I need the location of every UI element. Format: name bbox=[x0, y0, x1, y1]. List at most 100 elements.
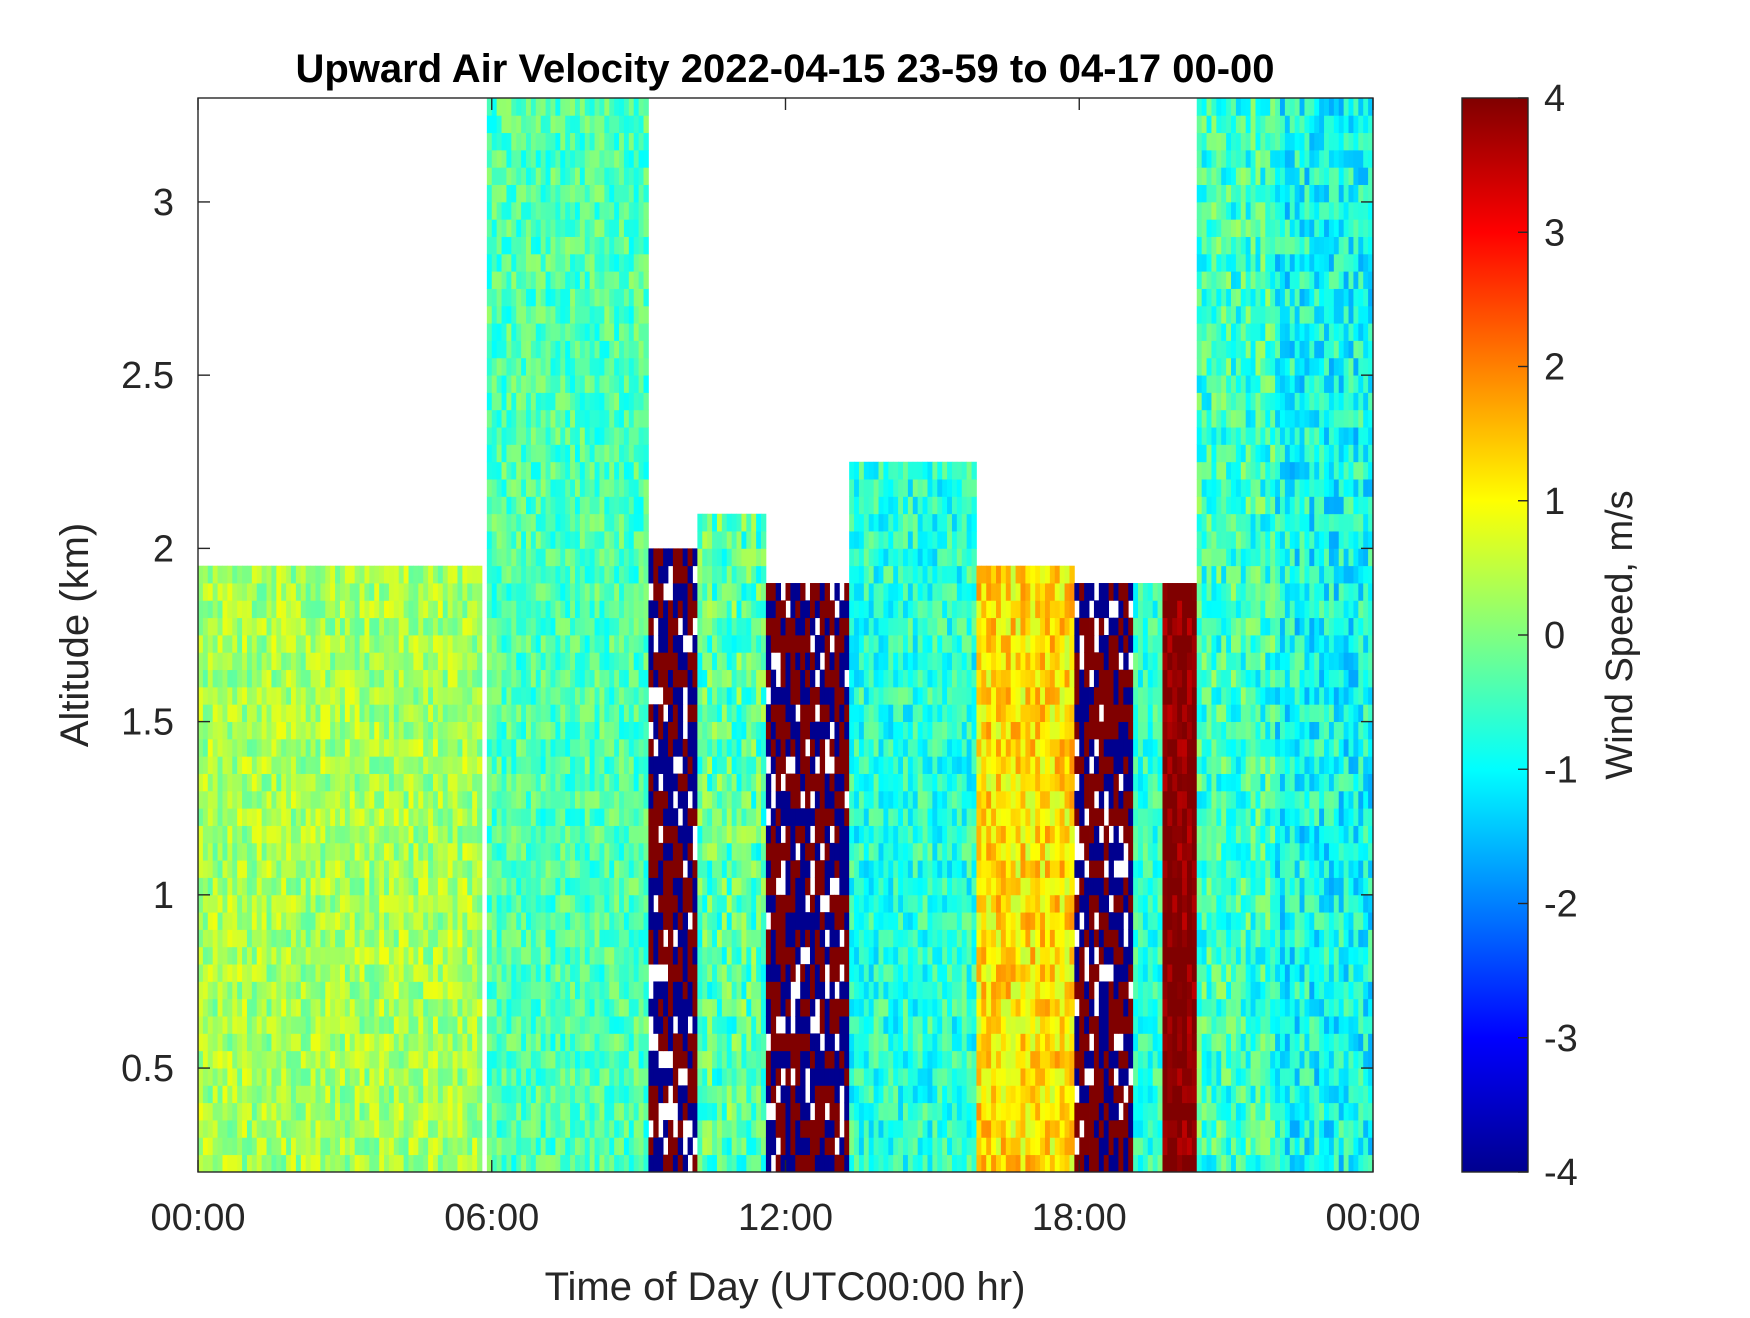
heatmap-cell bbox=[570, 583, 576, 601]
heatmap-cell bbox=[457, 738, 463, 757]
heatmap-cell bbox=[246, 1137, 253, 1156]
heatmap-cell bbox=[540, 444, 547, 463]
heatmap-cell bbox=[574, 357, 581, 376]
heatmap-cell bbox=[222, 894, 228, 913]
heatmap-cell bbox=[501, 323, 507, 341]
heatmap-cell bbox=[393, 738, 400, 757]
heatmap-cell bbox=[530, 1102, 537, 1121]
heatmap-cell bbox=[344, 617, 351, 636]
heatmap-cell bbox=[565, 531, 571, 549]
heatmap-cell bbox=[413, 1137, 419, 1156]
heatmap-cell bbox=[428, 600, 434, 619]
heatmap-cell bbox=[555, 686, 561, 705]
heatmap-cell bbox=[413, 669, 419, 688]
heatmap-cell bbox=[584, 600, 591, 619]
heatmap-cell bbox=[540, 201, 547, 220]
heatmap-cell bbox=[716, 894, 723, 913]
heatmap-cell bbox=[653, 998, 659, 1017]
heatmap-cell bbox=[521, 271, 527, 289]
heatmap-cell bbox=[775, 1033, 782, 1052]
heatmap-cell bbox=[663, 912, 669, 930]
heatmap-cell bbox=[677, 981, 684, 1000]
heatmap-cell bbox=[354, 738, 360, 757]
heatmap-cell bbox=[222, 1120, 228, 1138]
heatmap-cell bbox=[232, 773, 238, 792]
heatmap-cell bbox=[511, 704, 517, 723]
heatmap-cell bbox=[222, 1137, 228, 1156]
heatmap-cell bbox=[403, 790, 409, 809]
heatmap-cell bbox=[609, 565, 615, 584]
heatmap-cell bbox=[300, 964, 307, 982]
heatmap-cell bbox=[447, 565, 453, 584]
heatmap-cell bbox=[579, 1102, 586, 1121]
heatmap-cell bbox=[379, 998, 385, 1017]
heatmap-cell bbox=[310, 1137, 316, 1156]
heatmap-cell bbox=[756, 756, 762, 774]
heatmap-cell bbox=[619, 721, 625, 740]
heatmap-cell bbox=[692, 1120, 698, 1138]
heatmap-cell bbox=[702, 1120, 708, 1138]
heatmap-cell bbox=[687, 652, 693, 671]
heatmap-cell bbox=[491, 635, 498, 653]
heatmap-cell bbox=[555, 1033, 561, 1052]
heatmap-cell bbox=[486, 323, 493, 341]
heatmap-cell bbox=[374, 635, 380, 653]
heatmap-cell bbox=[609, 912, 615, 930]
heatmap-cell bbox=[526, 912, 532, 930]
heatmap-cell bbox=[339, 1085, 346, 1104]
heatmap-cell bbox=[202, 773, 209, 792]
heatmap-cell bbox=[589, 565, 595, 584]
heatmap-cell bbox=[339, 825, 346, 844]
heatmap-cell bbox=[609, 981, 615, 1000]
heatmap-cell bbox=[403, 860, 409, 878]
heatmap-cell bbox=[707, 773, 713, 792]
heatmap-cell bbox=[491, 288, 498, 307]
heatmap-cell bbox=[266, 981, 272, 1000]
heatmap-cell bbox=[403, 686, 409, 705]
heatmap-cell bbox=[516, 149, 522, 168]
heatmap-cell bbox=[712, 1068, 718, 1086]
heatmap-cell bbox=[486, 704, 493, 723]
heatmap-cell bbox=[457, 1102, 463, 1121]
heatmap-cell bbox=[496, 929, 502, 948]
heatmap-cell bbox=[320, 773, 326, 792]
heatmap-cell bbox=[388, 964, 395, 982]
heatmap-cell bbox=[550, 201, 556, 220]
heatmap-cell bbox=[496, 461, 502, 480]
heatmap-cell bbox=[741, 1068, 747, 1086]
heatmap-cell bbox=[756, 912, 762, 930]
heatmap-cell bbox=[501, 808, 507, 826]
heatmap-cell bbox=[609, 392, 615, 411]
heatmap-cell bbox=[433, 669, 439, 688]
heatmap-cell bbox=[697, 1154, 703, 1173]
heatmap-cell bbox=[589, 548, 595, 567]
heatmap-cell bbox=[594, 271, 600, 289]
heatmap-cell bbox=[516, 201, 522, 220]
heatmap-cell bbox=[506, 894, 512, 913]
heatmap-cell bbox=[746, 964, 752, 982]
heatmap-cell bbox=[227, 773, 233, 792]
heatmap-cell bbox=[746, 860, 752, 878]
heatmap-cell bbox=[379, 652, 385, 671]
heatmap-cell bbox=[516, 219, 522, 237]
heatmap-cell bbox=[501, 305, 507, 324]
heatmap-cell bbox=[604, 600, 610, 619]
heatmap-cell bbox=[555, 825, 561, 844]
heatmap-cell bbox=[638, 409, 644, 428]
heatmap-cell bbox=[491, 1068, 498, 1086]
heatmap-cell bbox=[496, 340, 502, 359]
heatmap-cell bbox=[261, 617, 267, 636]
heatmap-cell bbox=[315, 842, 321, 861]
heatmap-cell bbox=[609, 1154, 615, 1173]
heatmap-cell bbox=[369, 912, 375, 930]
heatmap-cell bbox=[545, 635, 551, 653]
heatmap-cell bbox=[310, 756, 316, 774]
heatmap-cell bbox=[207, 1016, 214, 1034]
heatmap-cell bbox=[300, 860, 307, 878]
heatmap-cell bbox=[574, 894, 581, 913]
heatmap-cell bbox=[276, 635, 282, 653]
heatmap-cell bbox=[467, 842, 473, 861]
heatmap-cell bbox=[359, 686, 365, 705]
heatmap-cell bbox=[325, 981, 331, 1000]
heatmap-cell bbox=[222, 1033, 228, 1052]
